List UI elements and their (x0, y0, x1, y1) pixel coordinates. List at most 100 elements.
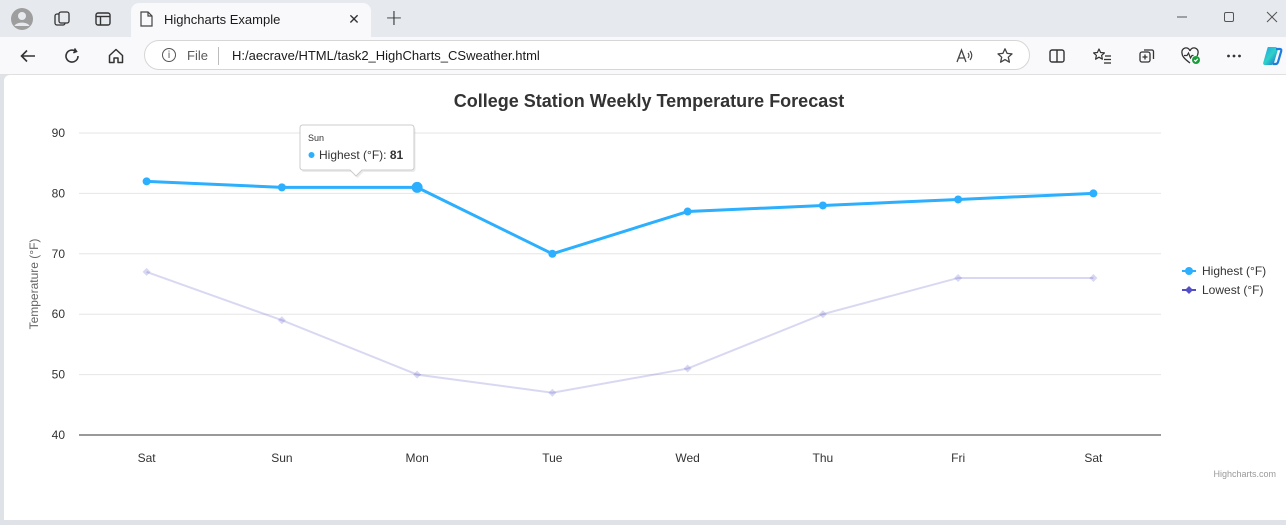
y-tick-label: 60 (52, 307, 66, 321)
legend-marker (1185, 267, 1193, 275)
maximize-button[interactable] (1209, 4, 1249, 30)
data-point-lowest[interactable] (277, 316, 286, 325)
tooltip-category: Sun (308, 133, 324, 143)
y-tick-label: 80 (52, 186, 66, 200)
star-icon (997, 48, 1013, 63)
vertical-tabs-button[interactable] (90, 6, 116, 32)
read-aloud-glyph (956, 48, 973, 63)
info-icon[interactable]: i (162, 48, 176, 62)
copilot-icon (1263, 47, 1283, 66)
page-icon (140, 11, 153, 27)
favorites-button[interactable] (1088, 42, 1116, 70)
page-content: 40 50 60 70 80 90 Sat Sun Mon Tue Wed Thu Fri Sat Te… (4, 75, 1286, 520)
data-point-highest[interactable] (683, 207, 692, 216)
series-line-lowest (146, 270, 1094, 394)
data-point-highest[interactable] (1089, 189, 1098, 198)
x-tick-label: Thu (813, 451, 834, 465)
read-aloud-icon[interactable] (955, 46, 975, 66)
legend-marker (1185, 286, 1193, 294)
minimize-icon (1177, 16, 1187, 18)
x-axis-labels: Sat Sun Mon Tue Wed Thu Fri Sat (138, 451, 1103, 465)
legend: Highest (°F) Lowest (°F) (1182, 264, 1266, 297)
grid-lines (79, 132, 1161, 376)
data-point-lowest[interactable] (548, 388, 557, 397)
home-icon (108, 48, 124, 64)
chart-title: College Station Weekly Temperature Forec… (454, 91, 844, 111)
more-icon (1227, 54, 1241, 58)
x-tick-label: Sat (1084, 451, 1103, 465)
window-close-button[interactable] (1252, 4, 1286, 30)
y-tick-label: 40 (52, 428, 66, 442)
refresh-icon (65, 48, 79, 63)
chart: 40 50 60 70 80 90 Sat Sun Mon Tue Wed Thu Fri Sat Te… (27, 91, 1276, 479)
workspaces-button[interactable] (49, 6, 75, 32)
tooltip-series-marker (308, 152, 315, 158)
address-separator (218, 47, 219, 65)
tooltip: Sun Highest (°F): 81 (299, 124, 416, 178)
close-tab-icon[interactable]: ✕ (348, 12, 360, 28)
tooltip-value-line: Highest (°F): 81 (319, 148, 404, 162)
legend-label: Highest (°F) (1202, 264, 1266, 278)
minimize-button[interactable] (1162, 4, 1202, 30)
address-scheme-label: File (187, 48, 208, 63)
data-point-highest[interactable] (142, 177, 151, 186)
tab-title: Highcharts Example (164, 12, 281, 27)
back-button[interactable] (14, 42, 42, 70)
data-point-highest[interactable] (954, 195, 963, 204)
split-screen-button[interactable] (1043, 42, 1071, 70)
x-tick-label: Fri (951, 451, 965, 465)
data-point-highest[interactable] (411, 181, 423, 193)
favorites-list-icon (1093, 48, 1111, 64)
y-axis-title: Temperature (°F) (27, 239, 41, 330)
tooltip-separator: : (383, 148, 390, 162)
collections-icon (1139, 49, 1155, 63)
settings-more-button[interactable] (1220, 42, 1248, 70)
data-point-lowest[interactable] (683, 364, 692, 373)
y-tick-label: 90 (52, 126, 66, 140)
data-point-highest[interactable] (818, 201, 827, 210)
back-arrow-icon (20, 49, 35, 63)
data-point-lowest[interactable] (413, 370, 422, 379)
heart-pulse-icon (1181, 47, 1200, 64)
data-point-highest[interactable] (277, 183, 286, 192)
address-bar[interactable]: i File H:/aecrave/HTML/task2_HighCharts_… (144, 40, 1030, 70)
x-tick-label: Sat (138, 451, 157, 465)
legend-item[interactable]: Highest (°F) (1182, 264, 1266, 278)
y-tick-label: 70 (52, 247, 66, 261)
legend-label: Lowest (°F) (1202, 283, 1263, 297)
favorite-star-icon[interactable] (995, 46, 1015, 66)
data-point-lowest[interactable] (954, 273, 963, 282)
series-line-highest (146, 179, 1094, 256)
data-point-lowest[interactable] (818, 310, 827, 319)
address-url[interactable]: H:/aecrave/HTML/task2_HighCharts_CSweath… (232, 48, 540, 63)
x-tick-label: Tue (542, 451, 563, 465)
credits-link[interactable]: Highcharts.com (1213, 469, 1276, 479)
tab-highcharts-example[interactable]: Highcharts Example ✕ (131, 3, 371, 37)
window-close-icon (1266, 11, 1278, 23)
data-point-lowest[interactable] (1089, 273, 1098, 282)
x-tick-label: Sun (271, 451, 292, 465)
tooltip-value: 81 (390, 148, 404, 162)
tooltip-box (299, 124, 415, 177)
new-tab-button[interactable]: + (384, 5, 404, 31)
copilot-button[interactable] (1258, 42, 1286, 70)
data-point-lowest[interactable] (142, 267, 151, 276)
workspaces-icon (54, 11, 70, 26)
split-screen-icon (1049, 49, 1065, 63)
refresh-button[interactable] (58, 42, 86, 70)
profile-icon (11, 8, 33, 30)
maximize-icon (1224, 12, 1234, 22)
tab-strip: Highcharts Example ✕ + (0, 0, 1286, 37)
tooltip-series-name: Highest (°F) (319, 148, 383, 162)
x-tick-label: Wed (675, 451, 699, 465)
tab-actions-icon (95, 12, 111, 26)
browser-essentials-button[interactable] (1177, 42, 1205, 70)
home-button[interactable] (102, 42, 130, 70)
legend-item[interactable]: Lowest (°F) (1182, 283, 1263, 297)
collections-button[interactable] (1133, 42, 1161, 70)
profile-avatar[interactable] (9, 6, 35, 32)
series-highest[interactable] (142, 177, 1098, 258)
data-point-highest[interactable] (548, 249, 557, 258)
y-tick-label: 50 (52, 368, 66, 382)
series-lowest[interactable] (142, 267, 1098, 397)
